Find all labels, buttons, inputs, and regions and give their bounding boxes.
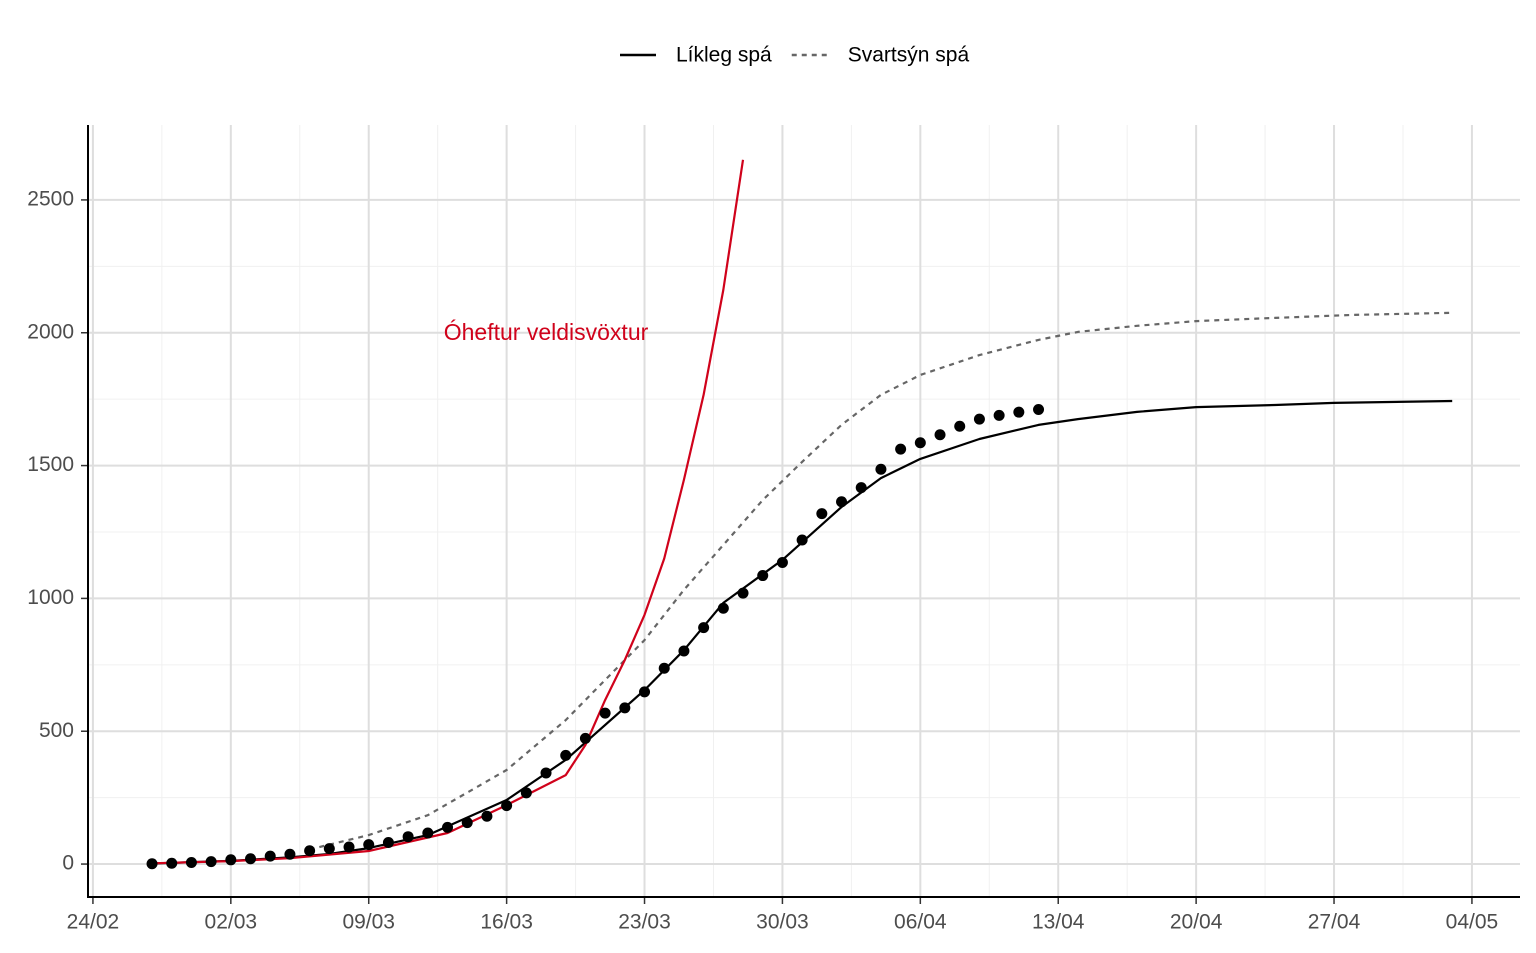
data-point bbox=[166, 857, 178, 869]
data-point bbox=[501, 800, 513, 812]
y-tick-label: 0 bbox=[62, 852, 74, 875]
data-point bbox=[836, 496, 848, 508]
data-point bbox=[422, 827, 434, 839]
data-point bbox=[402, 831, 414, 843]
x-tick-label: 30/03 bbox=[756, 911, 809, 934]
x-tick-label: 09/03 bbox=[342, 911, 395, 934]
data-point bbox=[914, 437, 926, 449]
data-point bbox=[245, 853, 257, 865]
y-tick-label: 2500 bbox=[27, 187, 74, 210]
data-point bbox=[481, 810, 493, 822]
legend-label: Svartsýn spá bbox=[848, 44, 970, 67]
data-point bbox=[737, 587, 749, 599]
data-point bbox=[225, 854, 237, 866]
x-tick-label: 02/03 bbox=[205, 911, 258, 934]
x-tick-label: 23/03 bbox=[618, 911, 671, 934]
data-point bbox=[973, 413, 985, 425]
data-point bbox=[579, 732, 591, 744]
y-tick-label: 2000 bbox=[27, 320, 74, 343]
data-point bbox=[382, 837, 394, 849]
x-tick-label: 16/03 bbox=[480, 911, 533, 934]
x-tick-label: 24/02 bbox=[67, 911, 120, 934]
data-point bbox=[757, 570, 769, 582]
x-tick-label: 06/04 bbox=[894, 911, 947, 934]
data-point bbox=[146, 858, 158, 870]
data-point bbox=[698, 622, 710, 634]
data-point bbox=[205, 856, 217, 868]
series-line bbox=[151, 159, 745, 865]
data-point bbox=[520, 787, 532, 799]
data-point bbox=[717, 602, 729, 614]
data-point bbox=[796, 534, 808, 546]
data-point bbox=[323, 843, 335, 855]
data-point bbox=[658, 662, 670, 674]
data-point bbox=[363, 839, 375, 851]
data-point bbox=[639, 686, 651, 698]
data-point bbox=[540, 767, 552, 779]
x-tick-label: 13/04 bbox=[1032, 911, 1085, 934]
data-point bbox=[875, 463, 887, 475]
data-point bbox=[461, 817, 473, 829]
data-point bbox=[264, 850, 276, 862]
legend-label: Líkleg spá bbox=[676, 44, 772, 67]
data-point bbox=[816, 508, 828, 520]
x-tick-label: 27/04 bbox=[1308, 911, 1361, 934]
x-tick-label: 04/05 bbox=[1446, 911, 1499, 934]
y-tick-label: 500 bbox=[39, 719, 74, 742]
data-point bbox=[343, 841, 355, 853]
y-tick-label: 1500 bbox=[27, 453, 74, 476]
data-point bbox=[185, 856, 197, 868]
data-point bbox=[1013, 406, 1025, 418]
series-line bbox=[151, 399, 1453, 865]
data-point bbox=[954, 420, 966, 432]
data-point bbox=[678, 645, 690, 657]
data-point bbox=[619, 702, 631, 714]
data-point bbox=[284, 848, 296, 860]
data-point bbox=[934, 429, 946, 441]
data-point bbox=[560, 749, 572, 761]
x-tick-label: 20/04 bbox=[1170, 911, 1223, 934]
series-line bbox=[309, 311, 1453, 851]
annotation: Óheftur veldisvöxtur bbox=[444, 319, 649, 345]
data-point bbox=[442, 821, 454, 833]
data-point bbox=[776, 557, 788, 569]
data-point bbox=[1033, 404, 1045, 416]
data-point bbox=[993, 409, 1005, 421]
data-point bbox=[855, 482, 867, 494]
data-point bbox=[599, 707, 611, 719]
data-point bbox=[895, 443, 907, 455]
data-point bbox=[304, 845, 316, 857]
y-tick-label: 1000 bbox=[27, 586, 74, 609]
